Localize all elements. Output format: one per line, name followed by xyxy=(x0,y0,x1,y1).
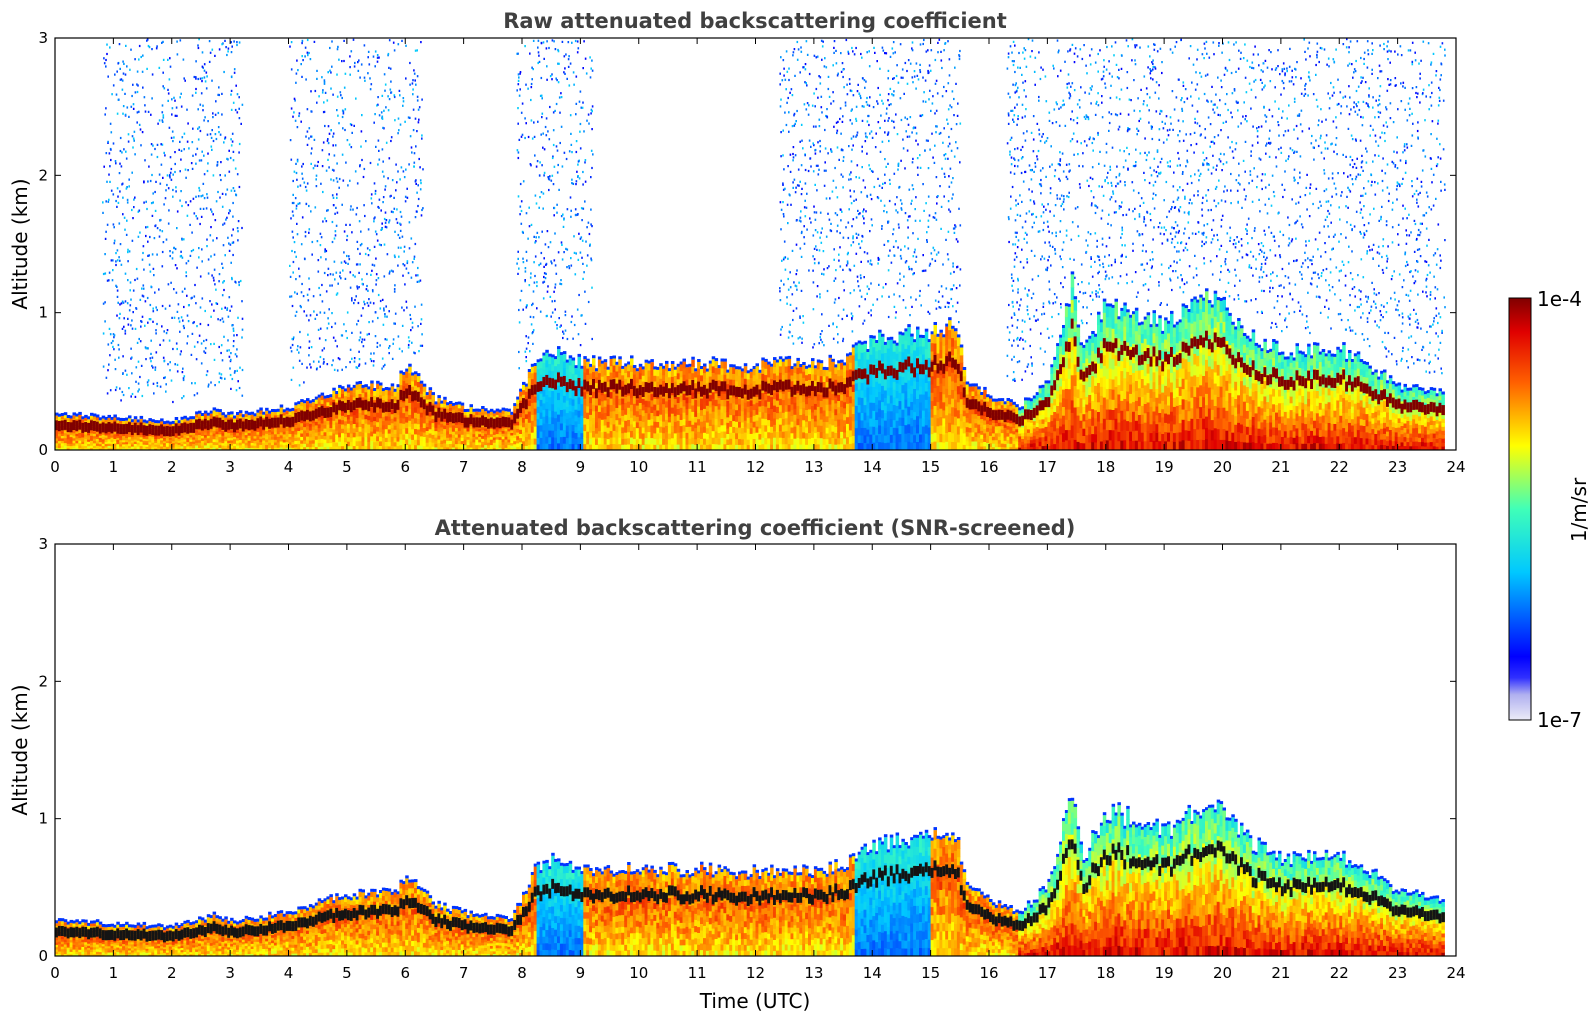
x-tick-label: 0 xyxy=(50,964,60,982)
x-tick-label: 20 xyxy=(1213,964,1232,982)
x-tick-label: 3 xyxy=(225,964,235,982)
x-tick-label: 20 xyxy=(1213,458,1232,476)
colorbar-unit-label: 1/m/sr xyxy=(1567,477,1591,542)
x-tick-label: 2 xyxy=(167,458,177,476)
panel-raw-heatmap xyxy=(55,38,1446,451)
x-tick-label: 1 xyxy=(109,458,119,476)
x-tick-label: 24 xyxy=(1446,458,1465,476)
panel-raw-ylabel: Altitude (km) xyxy=(8,178,32,309)
x-tick-label: 5 xyxy=(342,964,352,982)
x-tick-label: 22 xyxy=(1330,964,1349,982)
x-tick-label: 19 xyxy=(1155,964,1174,982)
x-tick-label: 18 xyxy=(1096,458,1115,476)
x-tick-label: 18 xyxy=(1096,964,1115,982)
x-tick-label: 4 xyxy=(284,458,294,476)
panel-raw-title: Raw attenuated backscattering coefficien… xyxy=(503,9,1007,33)
panel-raw: Raw attenuated backscattering coefficien… xyxy=(8,9,1466,476)
panel-screened-xlabel: Time (UTC) xyxy=(699,989,811,1013)
x-tick-label: 12 xyxy=(746,458,765,476)
x-tick-label: 14 xyxy=(863,964,882,982)
x-tick-label: 21 xyxy=(1271,964,1290,982)
x-tick-label: 16 xyxy=(979,964,998,982)
x-tick-label: 17 xyxy=(1038,964,1057,982)
x-tick-label: 3 xyxy=(225,458,235,476)
x-tick-label: 7 xyxy=(459,964,469,982)
y-tick-label: 3 xyxy=(38,535,48,553)
colorbar: 1e-4 1e-7 1/m/sr xyxy=(1509,287,1591,732)
x-tick-label: 9 xyxy=(576,458,586,476)
x-tick-label: 0 xyxy=(50,458,60,476)
panel-screened: Attenuated backscattering coefficient (S… xyxy=(8,516,1466,1013)
x-tick-label: 15 xyxy=(921,964,940,982)
y-tick-label: 1 xyxy=(38,810,48,828)
x-tick-label: 9 xyxy=(576,964,586,982)
x-tick-label: 6 xyxy=(400,458,410,476)
panel-screened-title: Attenuated backscattering coefficient (S… xyxy=(435,516,1076,540)
x-tick-label: 8 xyxy=(517,458,527,476)
x-tick-label: 21 xyxy=(1271,458,1290,476)
x-tick-label: 4 xyxy=(284,964,294,982)
x-tick-label: 19 xyxy=(1155,458,1174,476)
y-tick-label: 2 xyxy=(38,166,48,184)
colorbar-max-label: 1e-4 xyxy=(1537,287,1582,311)
colorbar-gradient xyxy=(1509,298,1531,720)
y-tick-label: 2 xyxy=(38,672,48,690)
x-tick-label: 2 xyxy=(167,964,177,982)
x-tick-label: 5 xyxy=(342,458,352,476)
x-tick-label: 24 xyxy=(1446,964,1465,982)
x-tick-label: 1 xyxy=(109,964,119,982)
x-tick-label: 15 xyxy=(921,458,940,476)
x-tick-label: 13 xyxy=(804,964,823,982)
x-tick-label: 14 xyxy=(863,458,882,476)
x-tick-label: 16 xyxy=(979,458,998,476)
x-tick-label: 11 xyxy=(688,964,707,982)
x-tick-label: 12 xyxy=(746,964,765,982)
x-tick-label: 6 xyxy=(400,964,410,982)
x-tick-label: 23 xyxy=(1388,458,1407,476)
x-tick-label: 11 xyxy=(688,458,707,476)
x-tick-label: 8 xyxy=(517,964,527,982)
x-tick-label: 23 xyxy=(1388,964,1407,982)
x-tick-label: 17 xyxy=(1038,458,1057,476)
panel-screened-heatmap xyxy=(55,798,1445,957)
y-tick-label: 0 xyxy=(38,947,48,965)
panel-screened-ylabel: Altitude (km) xyxy=(8,684,32,815)
x-tick-label: 22 xyxy=(1330,458,1349,476)
y-tick-label: 3 xyxy=(38,29,48,47)
x-tick-label: 13 xyxy=(804,458,823,476)
y-tick-label: 0 xyxy=(38,441,48,459)
x-tick-label: 10 xyxy=(629,458,648,476)
x-tick-label: 10 xyxy=(629,964,648,982)
y-tick-label: 1 xyxy=(38,304,48,322)
colorbar-min-label: 1e-7 xyxy=(1537,708,1582,732)
x-tick-label: 7 xyxy=(459,458,469,476)
